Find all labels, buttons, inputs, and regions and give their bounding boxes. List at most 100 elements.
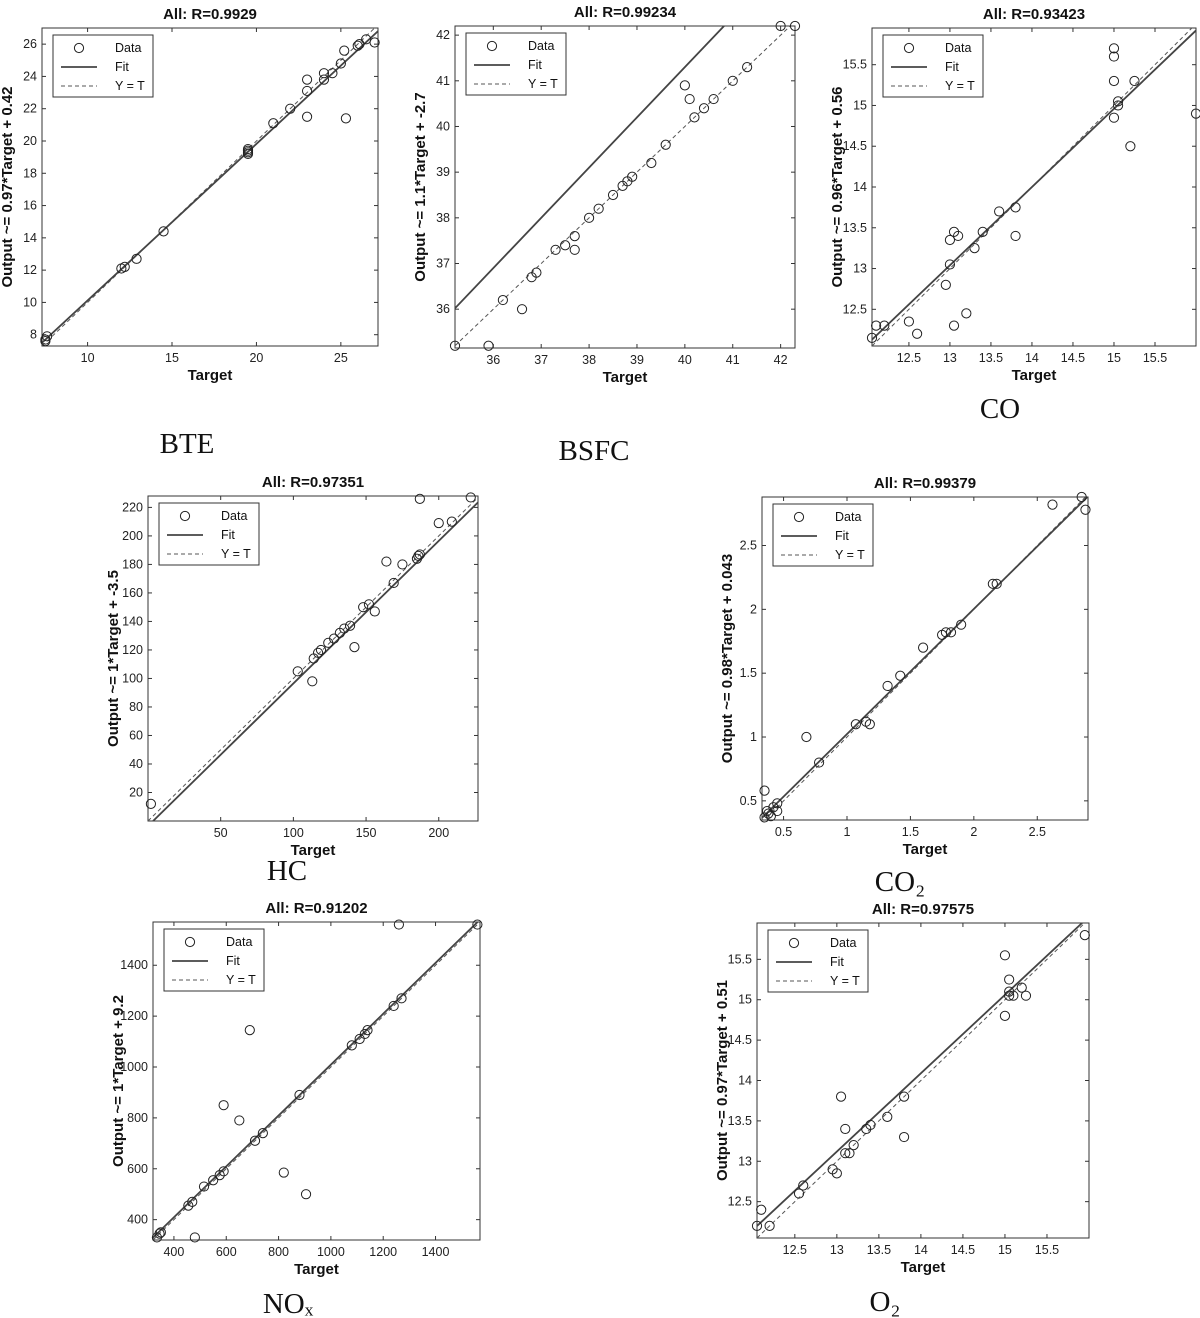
- data-point: [994, 206, 1005, 217]
- x-axis-label: Target: [1012, 367, 1057, 384]
- y-tick-label: 40: [129, 757, 143, 771]
- data-point: [850, 719, 861, 730]
- legend-marker-data: [793, 511, 805, 523]
- x-tick-label: 36: [486, 353, 500, 367]
- data-point: [751, 1220, 763, 1231]
- y-axis-label: Output ~= 1*Target + -3.5: [105, 570, 122, 747]
- chart-caption: O₂: [869, 1286, 900, 1318]
- y-tick-label: 13: [738, 1154, 752, 1168]
- legend-label: Data: [945, 41, 971, 55]
- y-axis-label: Output ~= 0.97*Target + 0.51: [714, 980, 731, 1181]
- data-point: [41, 331, 53, 342]
- data-point: [866, 332, 878, 343]
- chart-7: 12.5 13 13.5 14 14.5 15 15.5 12.5 13 13.5 14 14.5 15…: [714, 901, 1090, 1318]
- y-tick-label: 26: [23, 37, 37, 51]
- x-tick-label: 15: [998, 1243, 1012, 1257]
- x-tick-label: 600: [216, 1245, 237, 1259]
- data-point: [1108, 75, 1120, 87]
- data-point: [257, 1128, 268, 1139]
- x-tick-label: 100: [283, 826, 304, 840]
- data-point: [183, 1200, 194, 1211]
- y-tick-label: 37: [436, 257, 450, 271]
- data-point: [1108, 112, 1120, 123]
- y-tick-label: 20: [23, 134, 37, 148]
- legend-label: Y = T: [226, 973, 256, 987]
- y-tick-label: 12: [23, 263, 37, 277]
- x-tick-label: 14.5: [951, 1243, 975, 1257]
- data-point: [898, 1091, 910, 1102]
- x-tick-label: 400: [163, 1245, 184, 1259]
- x-tick-label: 15.5: [1035, 1243, 1059, 1257]
- data-point: [1129, 75, 1140, 87]
- data-point: [1108, 51, 1120, 62]
- data-point: [956, 619, 967, 630]
- data-point: [689, 112, 700, 123]
- data-point: [948, 320, 960, 331]
- x-tick-label: 40: [678, 353, 692, 367]
- legend: Data Fit Y = T: [52, 34, 154, 98]
- data-point: [1008, 990, 1019, 1001]
- legend-marker-data: [184, 936, 196, 948]
- legend-label: Data: [528, 39, 554, 53]
- x-tick-label: 1200: [369, 1245, 397, 1259]
- data-point: [249, 1135, 261, 1146]
- legend-label: Fit: [945, 60, 959, 74]
- x-tick-label: 15.5: [1143, 351, 1167, 365]
- legend-box: [158, 502, 260, 566]
- y-tick-label: 24: [23, 69, 37, 83]
- data-point: [369, 606, 380, 617]
- data-point: [761, 805, 773, 817]
- y-tick-label: 14: [853, 180, 867, 194]
- data-point: [145, 798, 157, 809]
- legend-label: Y = T: [945, 79, 975, 93]
- data-point: [684, 93, 695, 105]
- x-axis-label: Target: [188, 367, 233, 384]
- x-tick-label: 15: [165, 351, 179, 365]
- y-tick-label: 120: [122, 643, 143, 657]
- data-point: [189, 1232, 200, 1243]
- data-point: [1010, 230, 1021, 242]
- data-point: [864, 719, 875, 730]
- x-axis-label: Target: [603, 369, 648, 386]
- chart-6: 400 600 800 1000 1200 1400 400 600 800 1000 1200 14…: [110, 900, 483, 1318]
- legend-label: Fit: [115, 60, 129, 74]
- y-tick-label: 40: [436, 119, 450, 133]
- data-point: [660, 139, 671, 150]
- chart-title: All: R=0.93423: [983, 6, 1085, 23]
- y-tick-label: 14.5: [728, 1033, 752, 1047]
- y-tick-label: 39: [436, 165, 450, 179]
- x-tick-label: 0.5: [775, 825, 792, 839]
- x-tick-label: 13: [943, 351, 957, 365]
- identity-line: [455, 26, 791, 347]
- data-point: [627, 171, 638, 182]
- x-tick-label: 14: [1025, 351, 1039, 365]
- data-point: [945, 627, 957, 638]
- data-point: [244, 1025, 255, 1036]
- x-tick-label: 200: [428, 826, 449, 840]
- chart-caption: CO₂: [875, 866, 925, 898]
- data-point: [953, 230, 964, 242]
- data-point: [775, 20, 786, 32]
- data-point: [912, 328, 923, 339]
- data-point: [158, 226, 169, 237]
- data-point: [312, 647, 324, 658]
- data-point: [414, 549, 425, 560]
- data-point: [483, 340, 494, 351]
- y-tick-label: 14.5: [843, 139, 867, 153]
- x-tick-label: 800: [268, 1245, 289, 1259]
- legend: Data Fit Y = T: [772, 503, 874, 567]
- data-point: [318, 68, 330, 79]
- data-point: [339, 623, 350, 634]
- y-axis-label: Output ~= 1*Target + 9.2: [110, 995, 127, 1167]
- fit-line: [757, 923, 1084, 1227]
- data-point: [961, 308, 972, 319]
- y-tick-label: 60: [129, 728, 143, 742]
- data-point: [698, 103, 710, 114]
- chart-title: All: R=0.91202: [265, 900, 367, 917]
- y-tick-label: 2.5: [740, 539, 757, 553]
- y-tick-label: 15: [738, 993, 752, 1007]
- data-point: [328, 633, 340, 644]
- data-point: [944, 234, 956, 246]
- data-point: [234, 1115, 245, 1126]
- y-tick-label: 14: [23, 231, 37, 245]
